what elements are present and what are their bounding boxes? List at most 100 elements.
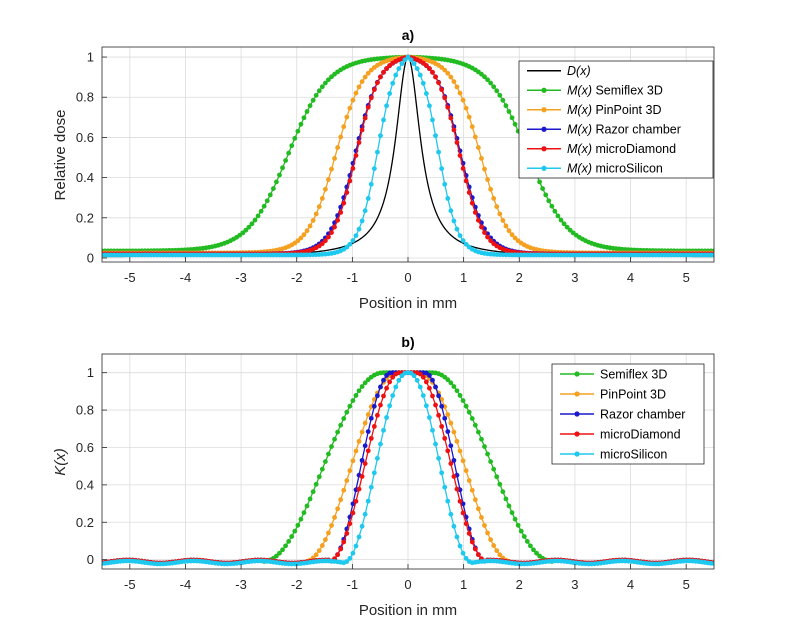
data-point xyxy=(322,537,328,543)
data-point xyxy=(332,224,337,230)
y-tick-label: 0 xyxy=(87,552,94,567)
legend-box xyxy=(518,60,714,179)
data-point xyxy=(390,374,396,380)
data-point xyxy=(338,134,344,140)
legend-label: Semiflex 3D xyxy=(600,367,667,381)
data-point xyxy=(335,217,341,223)
data-point xyxy=(362,115,368,121)
data-point xyxy=(280,165,285,171)
data-point xyxy=(310,489,316,495)
data-point xyxy=(509,115,515,121)
data-point xyxy=(430,69,435,75)
legend-entry-1: Semiflex 3D xyxy=(560,367,667,381)
legend-label: microDiamond xyxy=(600,427,681,441)
data-point xyxy=(347,403,353,409)
data-point xyxy=(512,516,518,522)
data-point xyxy=(521,534,527,539)
data-point xyxy=(344,244,350,250)
data-point xyxy=(362,208,368,214)
chart-a-ylabel: Relative dose xyxy=(52,110,69,201)
data-point xyxy=(381,427,386,433)
data-point xyxy=(371,470,377,476)
data-point xyxy=(344,531,350,536)
data-point xyxy=(310,218,316,223)
data-point xyxy=(390,393,396,398)
data-point xyxy=(310,97,316,103)
legend-label: PinPoint 3D xyxy=(600,387,666,401)
legend-marker xyxy=(574,451,580,457)
data-point xyxy=(378,384,383,390)
data-point xyxy=(472,209,478,215)
data-point xyxy=(485,451,490,457)
data-point xyxy=(350,550,356,556)
x-tick-label: -5 xyxy=(124,577,136,592)
chart-a-title: a) xyxy=(402,27,414,43)
chart-b-title: b) xyxy=(401,334,414,350)
data-point xyxy=(463,241,469,247)
data-point xyxy=(531,547,536,553)
data-point xyxy=(332,514,337,520)
data-point xyxy=(494,548,500,554)
data-point xyxy=(338,497,344,503)
legend-entry-5: M(x) microDiamond xyxy=(527,142,676,156)
data-point xyxy=(445,498,451,504)
legend-marker xyxy=(541,107,547,113)
data-point xyxy=(365,429,371,434)
data-point xyxy=(280,547,285,553)
x-tick-label: 4 xyxy=(627,577,634,592)
data-point xyxy=(319,466,325,472)
data-point xyxy=(420,374,426,380)
data-point xyxy=(393,72,399,78)
data-point xyxy=(375,412,380,418)
data-point xyxy=(442,415,448,421)
data-point xyxy=(393,384,399,390)
data-point xyxy=(555,213,561,219)
y-tick-label: 0 xyxy=(87,250,94,265)
data-point xyxy=(451,523,457,529)
data-point xyxy=(384,385,389,391)
legend-entry-6: M(x) microSilicon xyxy=(527,162,663,176)
data-point xyxy=(423,91,429,96)
data-point xyxy=(543,192,549,198)
data-point xyxy=(365,196,371,201)
data-point xyxy=(472,546,478,552)
data-point xyxy=(359,429,365,435)
data-point xyxy=(417,371,423,377)
data-point xyxy=(500,489,506,495)
data-point xyxy=(479,224,484,230)
legend-label-italic: D(x) xyxy=(567,64,591,78)
data-point xyxy=(329,230,334,235)
legend-marker xyxy=(574,411,580,417)
data-point xyxy=(475,217,481,223)
data-point xyxy=(313,92,319,98)
data-point xyxy=(475,145,481,150)
data-point xyxy=(341,539,347,545)
data-point xyxy=(365,70,371,76)
data-point xyxy=(347,468,353,474)
legend-label: microSilicon xyxy=(600,447,667,461)
data-point xyxy=(451,474,457,479)
data-point xyxy=(457,448,463,454)
data-point xyxy=(534,550,539,556)
data-point xyxy=(359,474,365,479)
data-point xyxy=(475,552,481,558)
x-tick-label: -3 xyxy=(235,270,247,285)
data-point xyxy=(448,443,454,449)
data-point xyxy=(277,550,282,556)
x-tick-label: 0 xyxy=(404,270,411,285)
data-point xyxy=(298,235,304,241)
x-tick-label: -2 xyxy=(291,577,303,592)
data-point xyxy=(448,511,454,517)
data-point xyxy=(451,429,457,435)
data-point xyxy=(475,429,481,435)
x-tick-label: -3 xyxy=(235,577,247,592)
data-point xyxy=(436,393,441,399)
data-point xyxy=(445,429,451,434)
data-point xyxy=(423,403,429,409)
data-point xyxy=(289,143,295,149)
legend-label-italic: M(x) xyxy=(567,142,592,156)
chart-a-xlabel: Position in mm xyxy=(359,295,457,312)
data-point xyxy=(430,427,435,433)
data-point xyxy=(558,217,564,223)
data-point xyxy=(384,103,389,109)
